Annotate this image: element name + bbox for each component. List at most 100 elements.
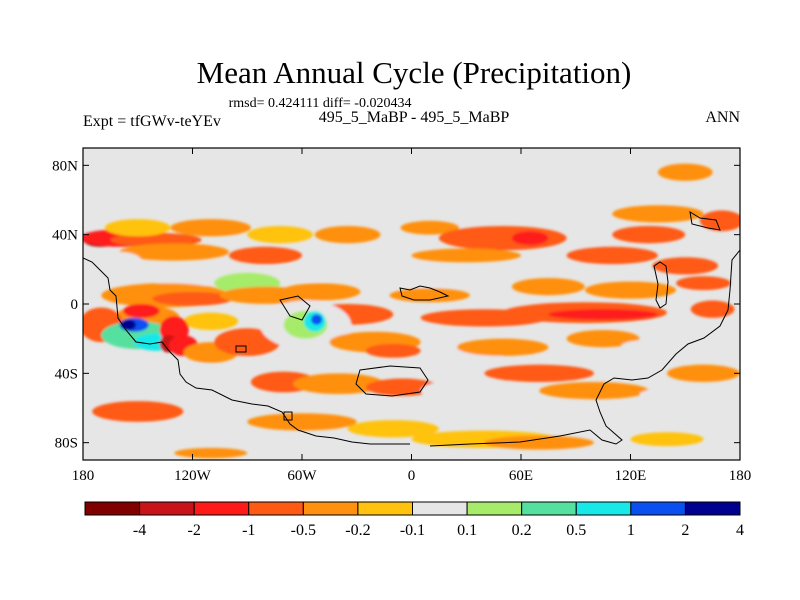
coast-outline-island-b (355, 365, 429, 397)
colorbar-label: 4 (736, 522, 744, 539)
contour-blob-31 (280, 283, 361, 301)
contour-blob-59 (365, 343, 421, 358)
colorbar-swatch (466, 501, 523, 516)
contour-blob-27 (384, 269, 494, 287)
contour-blob-21 (566, 246, 658, 265)
contour-blob-84 (174, 447, 248, 459)
contour-blob-23 (97, 251, 142, 270)
colorbar-label: 0.5 (566, 522, 586, 539)
contour-blob-38 (183, 312, 239, 331)
colorbar-swatch (139, 501, 195, 516)
contour-blob-61 (457, 338, 549, 357)
case-comparison-label: 495_5_MaBP - 495_5_MaBP (319, 109, 510, 126)
contour-blob-42 (548, 309, 658, 320)
contour-blob-48 (121, 319, 136, 330)
colorbar-swatch (357, 501, 413, 516)
y-tick-label: 40N (52, 228, 78, 244)
rmsd-diff-stats: rmsd= 0.424111 diff= -0.020434 (229, 96, 412, 111)
colorbar-swatch (412, 501, 468, 516)
contour-blob-66 (88, 364, 133, 383)
contour-blob-57 (311, 314, 323, 325)
colorbar-label: 2 (681, 522, 689, 539)
contour-blob-13 (657, 163, 713, 181)
colorbar: -4 -2 -1 -0.5 -0.2 -0.1 0.1 0.2 0.5 1 2 4 (84, 501, 744, 539)
colorbar-swatch (521, 501, 577, 516)
contour-blob-72 (539, 382, 649, 400)
contour-blob-43 (690, 300, 735, 318)
contour-blob-73 (639, 387, 731, 402)
contour-blob-62 (484, 364, 594, 383)
contour-blob-29 (152, 291, 233, 306)
contour-blob-34 (584, 281, 677, 299)
contour-blob-18 (119, 243, 229, 261)
x-tick-label: 60W (287, 468, 317, 484)
contour-blob-14 (92, 177, 184, 195)
colorbar-label: 0.2 (512, 522, 532, 539)
coast-outline-island-c (235, 345, 247, 353)
contour-blob-67 (174, 364, 229, 383)
colorbar-label: -1 (242, 522, 255, 539)
contour-blob-10 (612, 226, 686, 244)
contour-blob-76 (347, 420, 439, 438)
colorbar-label: 0.1 (457, 522, 477, 539)
colorbar-swatch (684, 501, 741, 516)
contour-blob-35 (676, 276, 731, 291)
contour-blob-15 (247, 189, 321, 204)
colorbar-label: -0.1 (400, 522, 425, 539)
x-tick-label: 0 (408, 468, 416, 484)
contour-blob-6 (314, 226, 381, 244)
colorbar-label: -0.5 (291, 522, 316, 539)
contour-blob-19 (229, 246, 302, 265)
contour-blob-26 (274, 264, 348, 282)
colorbar-swatch (630, 501, 686, 516)
contour-blob-4 (170, 219, 251, 237)
contour-blob-63 (566, 330, 640, 348)
land-outlines (83, 211, 740, 447)
contour-blob-37 (123, 304, 160, 318)
colorbar-label: -4 (133, 522, 146, 539)
y-tick-label: 80S (55, 436, 78, 452)
contour-blob-3 (104, 219, 171, 237)
coast-outline-south (429, 249, 740, 447)
colorbar-label: -0.2 (345, 522, 370, 539)
axes: 180 120W 60W 0 60E 120E 180 80N 40N 0 40S 80S (52, 148, 751, 484)
contour-blob-53 (214, 328, 281, 356)
x-tick-label: 60E (509, 468, 533, 484)
contour-blob-7 (400, 220, 459, 235)
colorbar-label: 1 (627, 522, 635, 539)
colorbar-swatch (302, 501, 359, 516)
x-tick-label: 180 (729, 468, 752, 484)
colorbar-swatch (248, 501, 304, 516)
contour-blob-5 (247, 226, 313, 244)
contour-field (83, 151, 740, 459)
contour-blob-74 (92, 401, 184, 422)
contour-blob-65 (667, 364, 740, 383)
x-tick-label: 120E (615, 468, 647, 484)
contour-blob-12 (699, 210, 740, 232)
contour-blob-83 (630, 432, 704, 447)
contour-blob-16 (448, 186, 594, 200)
contour-blob-79 (104, 432, 171, 447)
coast-outline-island-a (279, 295, 311, 321)
contour-blob-71 (420, 382, 476, 400)
colorbar-swatch (193, 501, 250, 516)
coast-outline-asia (653, 261, 669, 309)
contour-blob-64 (621, 338, 713, 353)
colorbar-label: -2 (188, 522, 201, 539)
contour-blob-82 (484, 435, 594, 450)
x-tick-label: 180 (72, 468, 95, 484)
coast-outline-americas (83, 257, 410, 445)
coast-outline-island-d (283, 411, 293, 421)
y-tick-label: 40S (55, 366, 78, 382)
contour-blob-2 (110, 232, 202, 247)
coast-outline-central (399, 285, 450, 301)
contour-blob-17 (177, 151, 244, 162)
y-tick-label: 0 (71, 297, 79, 313)
contour-blob-77 (466, 408, 576, 426)
contour-blob-9 (511, 231, 549, 246)
contour-blob-33 (511, 278, 585, 296)
experiment-label: Expt = tfGWv-teYEv (83, 113, 221, 130)
chart-title: Mean Annual Cycle (Precipitation) (197, 55, 632, 90)
contour-blob-75 (247, 413, 357, 431)
y-tick-label: 80N (52, 158, 78, 174)
